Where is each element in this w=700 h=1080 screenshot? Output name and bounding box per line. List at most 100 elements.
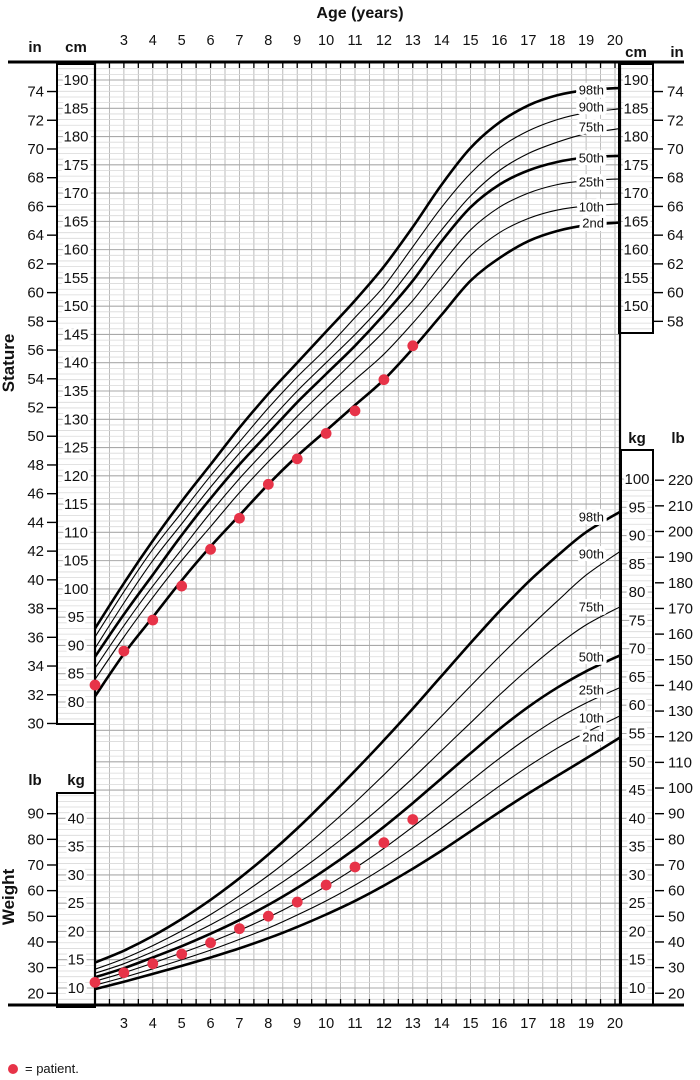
weight-unit-kg-left: kg — [67, 772, 85, 789]
stature-cm-right-label: 150 — [623, 298, 648, 315]
age-tick-label-bottom: 12 — [376, 1016, 392, 1032]
weight-lb-left-label: 60 — [27, 883, 44, 900]
patient-stature-point — [378, 374, 390, 386]
stature-in-left-label: 66 — [27, 198, 44, 215]
age-tick-label-top: 5 — [178, 33, 186, 49]
age-tick-label-top: 17 — [520, 33, 536, 49]
weight-lb-left-label: 40 — [27, 934, 44, 951]
stature-in-left-label: 34 — [27, 658, 44, 675]
stature-cm-left-label: 145 — [63, 326, 88, 343]
weight-lb-right-label: 80 — [668, 831, 685, 848]
weight-lb-right-label: 40 — [668, 934, 685, 951]
weight-lb-right-label: 30 — [668, 960, 685, 977]
age-tick-label-top: 14 — [434, 33, 450, 49]
percentile-curve-25th — [94, 178, 621, 669]
age-tick-label-top: 13 — [405, 33, 421, 49]
patient-weight-point — [89, 976, 101, 988]
age-tick-label-top: 10 — [318, 33, 334, 49]
stature-in-left-label: 58 — [27, 313, 44, 330]
stature-cm-left-label: 180 — [63, 129, 88, 146]
age-tick-label-bottom: 17 — [520, 1016, 536, 1032]
stature-in-right-label: 64 — [667, 227, 684, 244]
stature-cm-left-label: 100 — [63, 581, 88, 598]
stature-in-right-label: 72 — [667, 112, 684, 129]
weight-kg-right-label: 35 — [629, 839, 646, 856]
age-tick-label-top: 6 — [207, 33, 215, 49]
stature-cm-right-label: 180 — [623, 129, 648, 146]
stature-cm-left-label: 95 — [68, 609, 85, 626]
weight-percentile-label-10th: 10th — [579, 711, 604, 726]
weight-lb-right-label: 100 — [668, 780, 693, 797]
stature-in-left-label: 54 — [27, 371, 44, 388]
stature-in-right-label: 70 — [667, 141, 684, 158]
weight-kg-right-label: 80 — [629, 584, 646, 601]
patient-stature-point — [407, 340, 419, 352]
stature-cm-right-label: 165 — [623, 213, 648, 230]
age-tick-label-bottom: 13 — [405, 1016, 421, 1032]
stature-cm-left-label: 85 — [68, 666, 85, 683]
patient-weight-point — [262, 910, 274, 922]
weight-kg-right-label: 30 — [629, 867, 646, 884]
weight-kg-left-label: 30 — [68, 867, 85, 884]
age-tick-label-top: 11 — [347, 33, 362, 49]
patient-weight-point — [407, 814, 419, 825]
weight-kg-right-label: 60 — [629, 697, 646, 714]
patient-stature-point — [234, 512, 245, 524]
patient-weight-point — [147, 958, 159, 970]
weight-lb-right-label: 50 — [668, 908, 685, 925]
weight-lb-left-label: 30 — [27, 960, 44, 977]
weight-percentile-label-2nd: 2nd — [582, 730, 604, 745]
age-tick-label-top: 20 — [607, 33, 623, 49]
weight-kg-right-label: 90 — [629, 528, 646, 545]
stature-cm-left-label: 110 — [64, 524, 88, 541]
stature-in-left-label: 74 — [27, 84, 44, 101]
weight-kg-right-label: 10 — [629, 980, 646, 997]
weight-lb-right-label: 200 — [668, 523, 693, 540]
weight-kg-right-label: 95 — [629, 499, 646, 516]
weight-kg-right-label: 20 — [629, 923, 646, 940]
weight-lb-right-label: 210 — [668, 498, 693, 515]
weight-kg-right-label: 65 — [629, 669, 646, 686]
weight-lb-right-label: 180 — [668, 575, 693, 592]
weight-kg-left-label: 20 — [68, 923, 85, 940]
stature-in-left-label: 62 — [27, 256, 44, 273]
weight-percentile-label-90th: 90th — [579, 547, 604, 562]
patient-stature-point — [118, 645, 130, 657]
stature-in-left-label: 68 — [27, 170, 44, 187]
percentile-curve-98th — [93, 86, 621, 630]
stature-percentile-label-98th: 98th — [579, 83, 604, 98]
age-tick-label-bottom: 20 — [607, 1016, 623, 1032]
age-tick-label-top: 3 — [120, 33, 128, 49]
age-tick-label-bottom: 8 — [264, 1016, 272, 1032]
weight-kg-left-label: 35 — [68, 839, 85, 856]
age-tick-label-top: 19 — [578, 33, 594, 49]
patient-stature-point — [176, 580, 188, 592]
weight-unit-kg-right: kg — [628, 430, 646, 447]
percentile-curve-2nd — [94, 735, 622, 991]
age-tick-label-top: 15 — [462, 33, 478, 49]
age-tick-label-top: 4 — [149, 33, 157, 49]
stature-in-left-label: 56 — [27, 342, 44, 359]
weight-kg-left-label: 15 — [68, 952, 85, 969]
stature-unit-cm-right: cm — [625, 44, 647, 61]
stature-in-left-label: 46 — [27, 486, 44, 503]
weight-lb-right-label: 220 — [668, 472, 693, 489]
age-tick-label-top: 7 — [235, 33, 243, 49]
percentile-curve-90th — [94, 108, 621, 638]
weight-lb-right-label: 170 — [668, 600, 693, 617]
percentile-curve-10th — [94, 714, 622, 986]
age-tick-label-bottom: 10 — [318, 1016, 334, 1032]
patient-stature-point — [349, 405, 361, 417]
weight-kg-left-label: 40 — [68, 810, 85, 827]
stature-in-left-label: 40 — [27, 572, 44, 589]
weight-lb-right-label: 60 — [668, 883, 685, 900]
age-tick-label-top: 12 — [376, 33, 392, 49]
age-tick-label-bottom: 11 — [347, 1016, 362, 1032]
stature-in-right-label: 62 — [667, 256, 684, 273]
weight-lb-right-label: 160 — [668, 626, 693, 643]
weight-kg-right-label: 100 — [624, 471, 649, 488]
weight-lb-left-label: 70 — [27, 857, 44, 874]
stature-in-right-label: 58 — [667, 313, 684, 330]
weight-lb-right-label: 110 — [668, 754, 692, 771]
